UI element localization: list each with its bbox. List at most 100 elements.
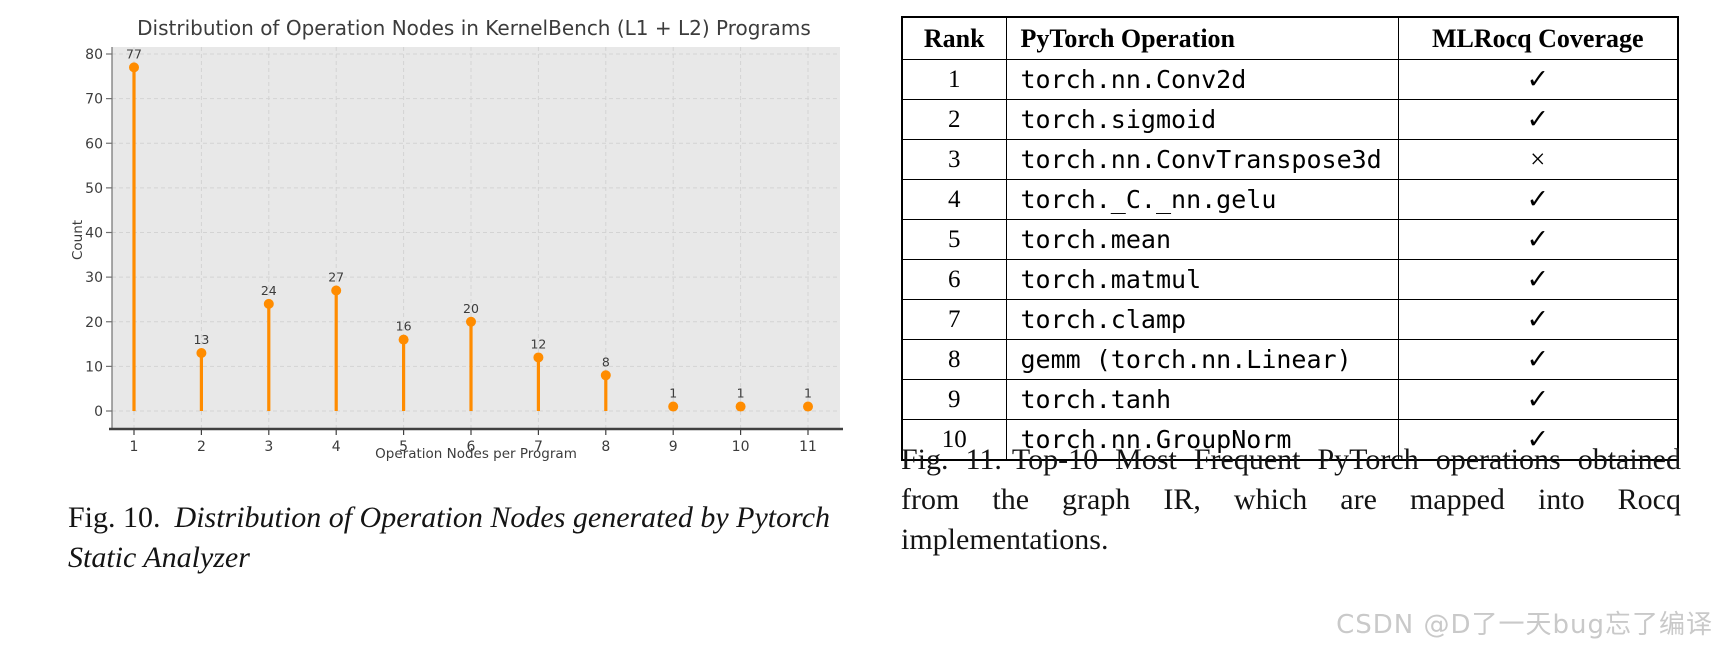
table-row: 7 torch.clamp ✓ [901, 299, 1679, 340]
rank-cell: 9 [901, 379, 1007, 420]
figure11-text: Top-10 Most Frequent PyTorch operations … [901, 443, 1681, 556]
rank-cell: 4 [901, 179, 1007, 220]
data-label: 16 [396, 319, 412, 334]
rank-cell: 3 [901, 139, 1007, 180]
stem-marker [398, 334, 409, 345]
data-label: 12 [530, 336, 546, 351]
y-tick-label: 70 [85, 92, 103, 108]
coverage-cell: × [1397, 139, 1679, 180]
x-tick-label: 3 [264, 439, 273, 455]
operation-cell: torch.sigmoid [1005, 99, 1399, 140]
operation-cell: torch.mean [1005, 219, 1399, 260]
stem-marker [466, 316, 476, 327]
figure11-caption: Fig. 11. Top-10 Most Frequent PyTorch ope… [901, 440, 1681, 560]
x-axis-title: Operation Nodes per Program [375, 446, 577, 462]
figure10-label: Fig. 10. [68, 501, 161, 534]
stem-marker [196, 347, 207, 358]
coverage-cell: ✓ [1397, 339, 1679, 380]
y-tick-label: 50 [85, 181, 103, 197]
y-axis-title: Count [70, 220, 86, 260]
operation-cell: torch.matmul [1005, 259, 1399, 300]
x-tick-label: 7 [534, 439, 543, 455]
stem-marker [263, 298, 274, 309]
rank-cell: 2 [901, 99, 1007, 140]
y-tick-label: 40 [85, 226, 103, 242]
table-row: 5 torch.mean ✓ [901, 219, 1679, 260]
column-header-rank: Rank [901, 16, 1007, 60]
y-tick-label: 30 [85, 270, 103, 286]
y-tick-label: 80 [85, 47, 103, 63]
plot-background [112, 47, 840, 429]
stem-marker [803, 401, 813, 412]
data-label: 1 [804, 386, 812, 401]
x-tick-label: 1 [130, 439, 139, 455]
rank-cell: 1 [901, 59, 1007, 100]
table-row: 9 torch.tanh ✓ [901, 379, 1679, 420]
coverage-cell: ✓ [1397, 59, 1679, 100]
rank-cell: 6 [901, 259, 1007, 300]
data-label: 27 [328, 270, 344, 285]
x-tick-label: 2 [197, 439, 206, 455]
operation-cell: torch._C._nn.gelu [1005, 179, 1399, 220]
operation-cell: torch.nn.Conv2d [1005, 59, 1399, 100]
operation-cell: gemm (torch.nn.Linear) [1005, 339, 1399, 380]
x-tick-label: 10 [732, 439, 750, 455]
stem-marker [668, 401, 679, 412]
coverage-cell: ✓ [1397, 419, 1679, 461]
csdn-watermark: CSDN @D了一天bug忘了编译 [1336, 610, 1713, 640]
x-tick-label: 5 [399, 439, 408, 455]
figure10-caption: Fig. 10. Distribution of Operation Nodes … [68, 498, 880, 578]
coverage-cell: ✓ [1397, 219, 1679, 260]
data-label: 8 [602, 354, 610, 369]
figure10-text: Distribution of Operation Nodes generate… [68, 501, 831, 574]
chart-title: Distribution of Operation Nodes in Kerne… [137, 16, 811, 40]
y-tick-label: 0 [94, 404, 103, 420]
coverage-cell: ✓ [1397, 379, 1679, 420]
figure11-label: Fig. 11. [901, 443, 1002, 476]
x-tick-label: 11 [799, 439, 817, 455]
data-label: 13 [193, 332, 209, 347]
stem-marker [129, 62, 139, 73]
rank-cell: 10 [901, 419, 1007, 461]
rank-cell: 8 [901, 339, 1007, 380]
data-label: 24 [261, 283, 277, 298]
rank-cell: 5 [901, 219, 1007, 260]
coverage-cell: ✓ [1397, 259, 1679, 300]
operation-cell: torch.nn.ConvTranspose3d [1005, 139, 1399, 180]
operation-cell: torch.clamp [1005, 299, 1399, 340]
stem-marker [735, 401, 746, 412]
stem-marker [533, 352, 544, 363]
operation-cell: torch.nn.GroupNorm [1005, 419, 1399, 461]
data-label: 20 [463, 301, 479, 316]
table-row: 1 torch.nn.Conv2d ✓ [901, 59, 1679, 100]
coverage-cell: ✓ [1397, 179, 1679, 220]
x-tick-label: 8 [601, 439, 610, 455]
data-label: 1 [669, 386, 677, 401]
data-label: 77 [126, 46, 142, 61]
x-tick-label: 6 [467, 439, 476, 455]
column-header-operation: PyTorch Operation [1005, 16, 1399, 60]
table-row: 8 gemm (torch.nn.Linear) ✓ [901, 339, 1679, 380]
coverage-cell: ✓ [1397, 99, 1679, 140]
coverage-table: Rank PyTorch Operation MLRocq Coverage 1… [901, 16, 1679, 461]
operation-cell: torch.tanh [1005, 379, 1399, 420]
rank-cell: 7 [901, 299, 1007, 340]
stem-marker [600, 370, 611, 381]
table-row: 4 torch._C._nn.gelu ✓ [901, 179, 1679, 220]
table-row: 3 torch.nn.ConvTranspose3d × [901, 139, 1679, 180]
x-tick-label: 9 [669, 439, 678, 455]
table-row: 6 torch.matmul ✓ [901, 259, 1679, 300]
column-header-coverage: MLRocq Coverage [1397, 16, 1679, 60]
table-header-row: Rank PyTorch Operation MLRocq Coverage [901, 16, 1679, 60]
x-tick-label: 4 [332, 439, 341, 455]
coverage-cell: ✓ [1397, 299, 1679, 340]
y-tick-label: 20 [85, 315, 103, 331]
table-row: 2 torch.sigmoid ✓ [901, 99, 1679, 140]
y-tick-label: 60 [85, 136, 103, 152]
table-row: 10 torch.nn.GroupNorm ✓ [901, 419, 1679, 461]
y-tick-label: 10 [85, 359, 103, 375]
stem-marker [331, 285, 342, 296]
